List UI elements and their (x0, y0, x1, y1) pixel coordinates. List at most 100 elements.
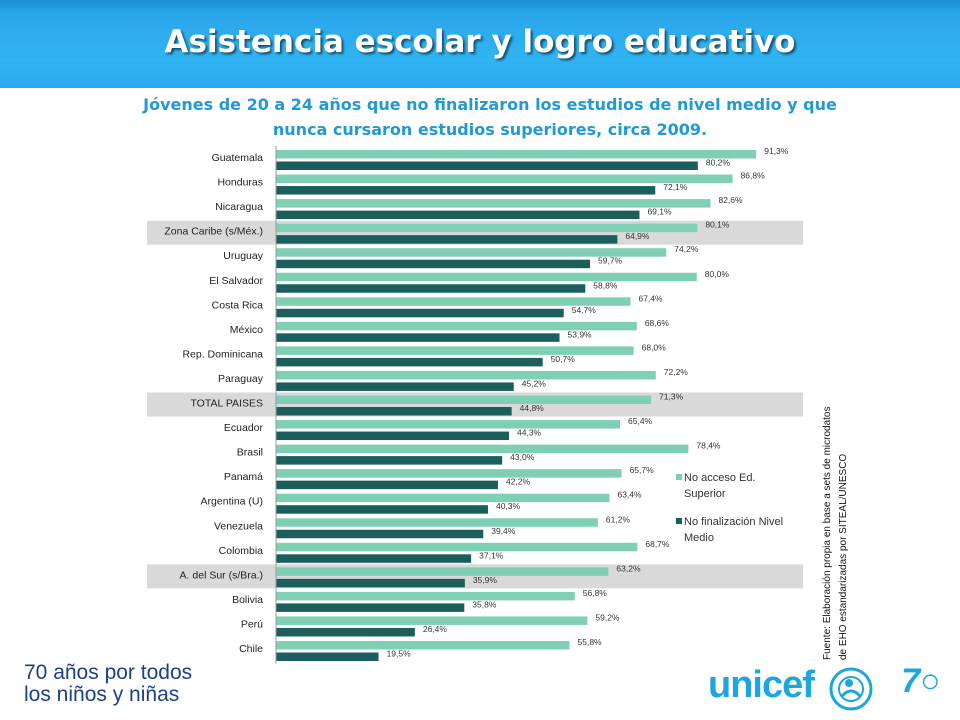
bar-no-acceso (276, 223, 698, 233)
legend-label: Medio (684, 532, 714, 544)
category-label: Brasil (237, 447, 263, 459)
bar-no-finalizacion (276, 210, 640, 220)
category-label: Paraguay (218, 373, 264, 385)
data-label: 74,2% (674, 244, 699, 254)
data-label: 39,4% (491, 526, 516, 536)
bar-no-acceso (276, 199, 711, 208)
data-label: 63,2% (616, 563, 641, 573)
bar-no-finalizacion (276, 284, 586, 293)
footer-tagline: 70 años por todos los niños y niñas (24, 662, 192, 706)
header-bar (0, 0, 960, 88)
bar-no-finalizacion (276, 259, 591, 269)
bar-no-finalizacion (276, 505, 488, 514)
bar-no-acceso (276, 346, 634, 355)
bar-no-finalizacion (276, 357, 543, 367)
data-label: 55,8% (578, 637, 603, 647)
bar-no-acceso (276, 174, 733, 184)
data-label: 53,9% (568, 329, 593, 339)
data-label: 68,6% (645, 318, 670, 328)
bar-no-acceso (276, 248, 667, 257)
bar-no-finalizacion (276, 186, 656, 195)
page-title: Asistencia escolar y logro educativo (164, 24, 796, 60)
data-label: 56,8% (583, 588, 608, 598)
data-label: 63,4% (617, 490, 642, 500)
legend-label: No finalización Nivel (684, 516, 783, 528)
category-label: Argentina (U) (201, 496, 263, 508)
bar-no-acceso (276, 493, 610, 503)
bar-no-acceso (276, 567, 609, 576)
legend-swatch (676, 518, 682, 524)
bar-no-finalizacion (276, 529, 484, 539)
bar-no-acceso (276, 321, 637, 331)
bar-no-finalizacion (276, 431, 510, 441)
bar-no-acceso (276, 518, 598, 527)
bar-no-acceso (276, 444, 689, 454)
data-label: 86,8% (741, 171, 766, 181)
unicef-logo: unicef (708, 664, 815, 706)
data-label: 35,9% (473, 575, 498, 585)
data-label: 91,3% (764, 146, 789, 156)
data-label: 68,7% (645, 539, 670, 549)
category-label: A. del Sur (s/Bra.) (180, 569, 263, 581)
data-label: 72,2% (664, 367, 689, 377)
bar-no-acceso (276, 272, 697, 282)
data-label: 50,7% (551, 354, 576, 364)
bar-no-acceso (276, 297, 631, 306)
bar-no-finalizacion (276, 161, 698, 170)
data-label: 80,2% (706, 158, 731, 168)
bar-no-acceso (276, 542, 638, 552)
subtitle-line-1: Jóvenes de 20 a 24 años que no finalizar… (143, 95, 837, 114)
category-label: Costa Rica (212, 299, 264, 311)
data-label: 42,2% (506, 477, 531, 487)
bar-no-acceso (276, 370, 656, 380)
data-label: 78,4% (696, 441, 721, 451)
data-label: 67,4% (639, 293, 664, 303)
bar-no-acceso (276, 616, 588, 625)
data-label: 59,2% (595, 612, 620, 622)
data-label: 19,5% (387, 649, 412, 659)
category-label: Rep. Dominicana (182, 348, 263, 360)
category-label: Ecuador (224, 422, 264, 434)
category-label: Colombia (219, 545, 264, 557)
bar-no-finalizacion (276, 603, 465, 612)
source-note: de EHO estandarizadas por SITEAL/UNESCO (838, 454, 849, 660)
data-label: 65,4% (628, 416, 653, 426)
anniversary-badge-icon: 7○ (901, 662, 941, 700)
data-label: 82,6% (718, 195, 743, 205)
category-label: Chile (239, 643, 263, 655)
data-label: 40,3% (496, 501, 521, 511)
bar-no-finalizacion (276, 308, 564, 318)
bar-no-acceso (276, 641, 570, 650)
bar-no-acceso (276, 591, 575, 601)
category-label: Honduras (217, 177, 263, 189)
category-label: Venezuela (214, 520, 263, 532)
data-label: 43,0% (510, 452, 535, 462)
data-label: 80,1% (705, 220, 730, 230)
data-label: 58,8% (593, 280, 618, 290)
bar-no-finalizacion (276, 652, 379, 661)
bar-no-finalizacion (276, 333, 560, 342)
data-label: 64,9% (625, 231, 650, 241)
data-label: 44,8% (520, 403, 545, 413)
footer-line-2: los niños y niñas (24, 683, 180, 706)
data-label: 26,4% (423, 624, 448, 634)
bar-no-finalizacion (276, 382, 514, 391)
category-label: Bolivia (232, 594, 263, 606)
data-label: 59,7% (598, 256, 623, 266)
category-label: TOTAL PAISES (190, 398, 263, 410)
bar-no-finalizacion (276, 627, 415, 637)
bar-no-acceso (276, 395, 652, 404)
data-label: 68,0% (642, 342, 667, 352)
data-label: 69,1% (647, 207, 672, 217)
bar-no-acceso (276, 420, 621, 429)
subtitle-line-2: nunca cursaron estudios superiores, circ… (272, 120, 708, 139)
unicef-emblem-icon (829, 667, 873, 711)
bar-no-acceso (276, 469, 622, 478)
data-label: 54,7% (572, 305, 597, 315)
data-label: 65,7% (630, 465, 655, 475)
category-label: Zona Caribe (s/Méx.) (164, 226, 263, 238)
category-label: Uruguay (223, 250, 263, 262)
data-label: 37,1% (479, 550, 504, 560)
chart-subtitle: Jóvenes de 20 a 24 años que no finalizar… (110, 92, 870, 142)
